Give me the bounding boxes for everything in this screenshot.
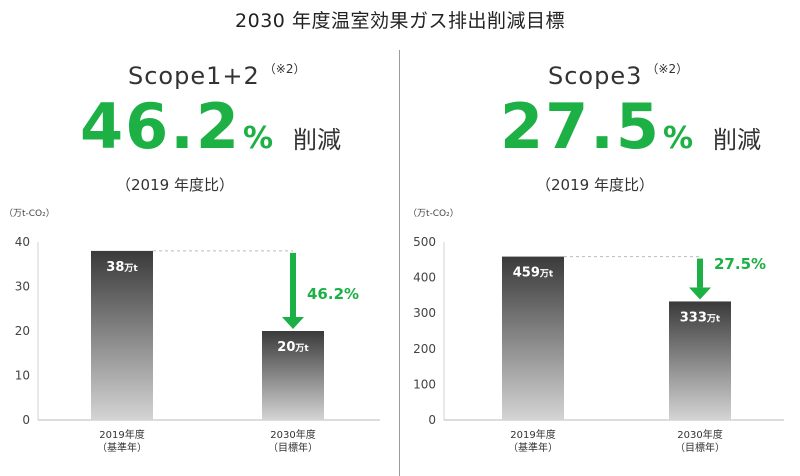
scope12-baseline-note: （2019 年度比） xyxy=(116,176,234,194)
scope3-label: Scope3 （※2） xyxy=(548,60,688,90)
bar-target-year xyxy=(669,301,731,420)
reduction-arrow-head xyxy=(282,317,304,329)
y-tick-label: 400 xyxy=(413,271,436,285)
panel-divider xyxy=(399,50,400,476)
bar-base-year xyxy=(502,256,564,420)
y-tick-label: 40 xyxy=(15,235,30,249)
bar-value-label: 333万t xyxy=(680,310,721,325)
x-category-label: 2019年度 xyxy=(99,428,144,441)
scope12-reduction-word: 削減 xyxy=(293,126,342,154)
x-category-label: 2030年度 xyxy=(677,428,722,441)
scope3-reduction-word: 削減 xyxy=(713,126,762,154)
scope12-name: Scope1+2 xyxy=(128,62,260,90)
x-category-label: 2019年度 xyxy=(510,428,555,441)
x-category-label: （基準年） xyxy=(508,441,558,454)
y-tick-label: 100 xyxy=(413,377,436,391)
y-tick-label: 20 xyxy=(15,324,30,338)
y-tick-label: 30 xyxy=(15,280,30,294)
bar-value-label: 459万t xyxy=(513,266,554,281)
scope3-baseline-note: （2019 年度比） xyxy=(536,176,654,194)
scope3-chart: 0 100 200 300 400 500 459万t 2019年度（基準年） 333万t 203… xyxy=(413,235,784,454)
scope12-chart: 0 10 20 30 40 38万t 2019年度（基準年） 20万t 2030年度（目標年） 4… xyxy=(15,235,380,454)
x-category-label: 2030年度 xyxy=(270,428,315,441)
reduction-percent-label: 46.2% xyxy=(307,285,359,303)
y-tick-label: 200 xyxy=(413,342,436,356)
scope12-unit-label: （万t-CO₂） xyxy=(4,209,55,219)
scope12-reduction: 46.2% 削減 xyxy=(80,90,341,163)
bar-value-label: 38万t xyxy=(106,260,138,275)
x-category-label: （目標年） xyxy=(268,441,318,454)
scope12-note: （※2） xyxy=(263,62,306,76)
y-tick-label: 300 xyxy=(413,306,436,320)
reduction-percent-label: 27.5% xyxy=(714,255,766,273)
bar-base-year xyxy=(91,250,153,420)
scope12-label: Scope1+2 （※2） xyxy=(128,60,305,90)
scope3-note: （※2） xyxy=(646,62,689,76)
bar-target-year xyxy=(262,331,324,420)
scope3-reduction: 27.5% 削減 xyxy=(500,90,761,163)
page-title: 2030 年度温室効果ガス排出削減目標 xyxy=(235,10,565,32)
scope12-reduction-value: 46.2 xyxy=(80,90,241,163)
x-category-label: （目標年） xyxy=(675,441,725,454)
scope3-unit-label: （万t-CO₂） xyxy=(408,209,459,219)
scope3-reduction-value: 27.5 xyxy=(500,90,661,163)
reduction-arrow-head xyxy=(689,287,711,300)
y-tick-label: 0 xyxy=(22,413,30,427)
x-category-label: （基準年） xyxy=(97,441,147,454)
y-tick-label: 10 xyxy=(15,369,30,383)
scope3-reduction-unit: % xyxy=(662,121,694,156)
bar-value-label: 20万t xyxy=(277,340,309,355)
y-tick-label: 500 xyxy=(413,235,436,249)
scope12-reduction-unit: % xyxy=(242,121,274,156)
scope3-name: Scope3 xyxy=(548,62,643,90)
y-tick-label: 0 xyxy=(428,413,436,427)
